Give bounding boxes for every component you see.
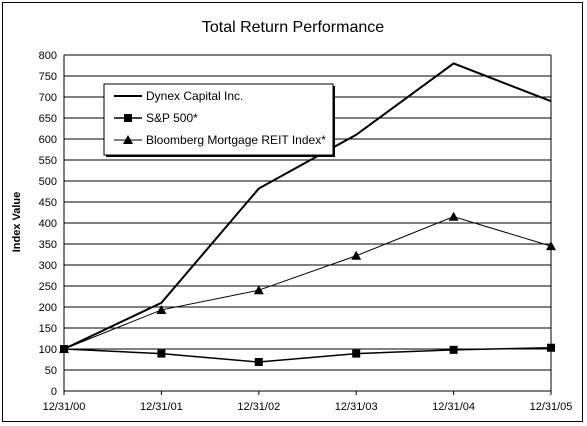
y-tick-label: 300 [39, 260, 57, 272]
legend-label: Bloomberg Mortgage REIT Index* [146, 133, 326, 147]
chart-title: Total Return Performance [202, 19, 384, 36]
data-point [352, 349, 361, 358]
data-point [59, 344, 69, 353]
y-tick-label: 150 [39, 323, 57, 335]
y-tick-label: 800 [39, 50, 57, 62]
x-tick-label: 12/31/01 [140, 401, 183, 413]
y-tick-label: 600 [39, 134, 57, 146]
y-tick-label: 200 [39, 302, 57, 314]
y-tick-label: 700 [39, 92, 57, 104]
data-point [157, 349, 166, 358]
data-point [351, 250, 362, 260]
x-tick-labels: 12/31/00 12/31/01 12/31/02 12/31/03 12/31/04… [43, 401, 573, 413]
y-tick-labels: 0 50 100 150 200 250 300 350 400 450 500 550 600 650 7… [39, 50, 57, 398]
axes [63, 54, 552, 395]
y-tick-label: 250 [39, 281, 57, 293]
data-point [448, 211, 459, 221]
data-point [254, 358, 263, 367]
data-point [546, 241, 556, 251]
legend-label: S&P 500* [146, 111, 198, 125]
y-tick-label: 450 [39, 197, 57, 209]
series-group [59, 62, 556, 367]
x-tick-label: 12/31/05 [530, 401, 573, 413]
x-tick-label: 12/31/02 [237, 401, 280, 413]
x-tick-label: 12/31/04 [432, 401, 475, 413]
legend-marker [123, 135, 133, 144]
series-line [63, 216, 552, 350]
data-point [253, 285, 264, 295]
legend-marker [124, 114, 132, 122]
y-tick-label: 500 [39, 176, 57, 188]
x-tick-label: 12/31/00 [43, 401, 86, 413]
y-tick-label: 50 [45, 365, 57, 377]
y-tick-label: 0 [51, 386, 57, 398]
series-line [63, 346, 552, 363]
legend-box [103, 83, 334, 156]
y-tick-label: 650 [39, 113, 57, 125]
y-tick-label: 750 [39, 71, 57, 83]
y-tick-label: 350 [39, 239, 57, 251]
chart-frame [2, 2, 583, 422]
y-tick-label: 550 [39, 155, 57, 167]
data-point [547, 343, 555, 352]
data-point [449, 345, 458, 354]
series-line [63, 62, 552, 350]
x-tick-label: 12/31/03 [335, 401, 378, 413]
legend: Dynex Capital Inc. S&P 500* Bloomberg Mort… [103, 83, 335, 157]
y-tick-label: 400 [39, 218, 57, 230]
y-axis-label: Index Value [11, 192, 23, 253]
y-tick-label: 100 [39, 344, 57, 356]
data-point [156, 304, 167, 314]
legend-label: Dynex Capital Inc. [146, 89, 243, 103]
